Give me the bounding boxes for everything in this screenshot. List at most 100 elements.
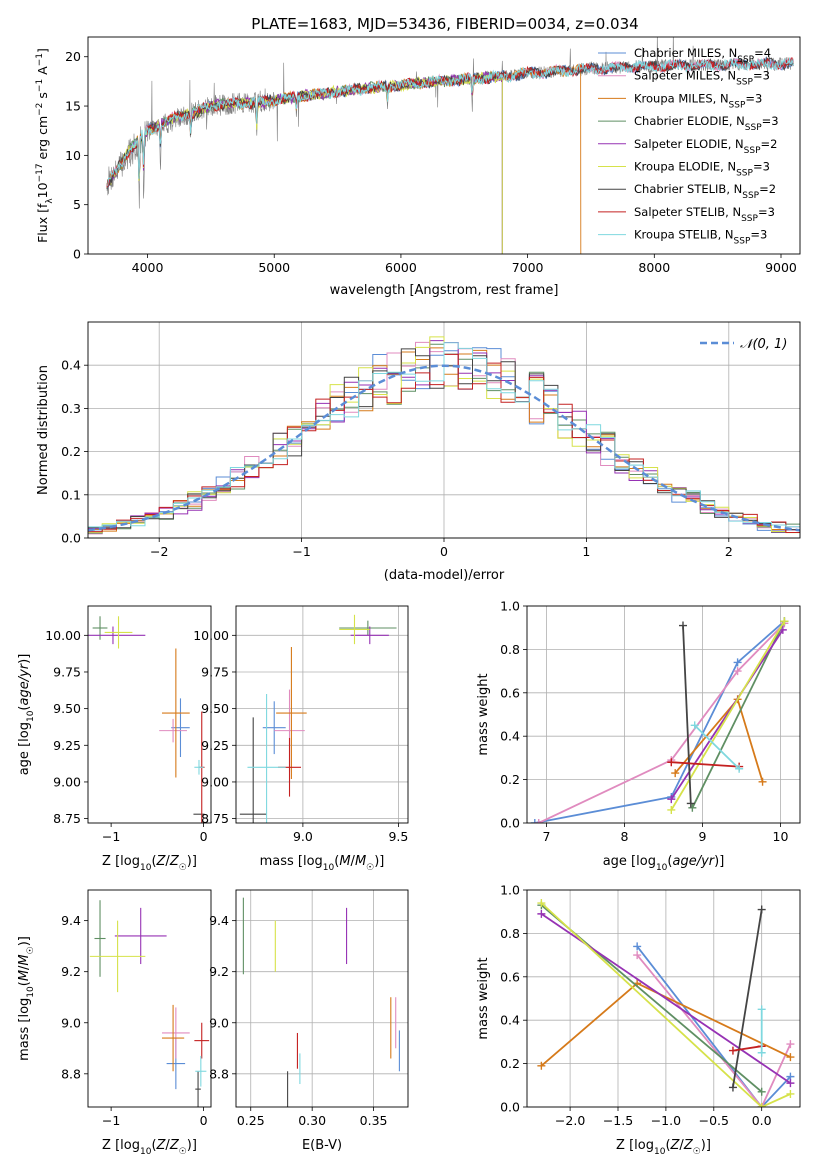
x-tick-label: 7000 [512,260,544,275]
y-tick-label: 0.1 [61,487,81,502]
weight-vs-Z-plot-area [537,899,795,1107]
weight-marker [671,769,680,778]
weight-marker [667,758,676,767]
weight-line [636,954,792,1107]
weight-line [538,622,786,823]
y-tick-label: 8.75 [53,811,81,826]
y-tick-label: 9.75 [201,664,229,679]
x-tick-label: 0.0 [752,1113,772,1128]
weight-marker [733,667,742,676]
weight-vs-Z-axes: −2.0 −1.5 −1.0 −0.5 0.0 0.0 0.2 0.4 0.6 0.8 1.0 Z [… [476,883,801,1157]
weight-marker [686,799,695,808]
y-tick-label: 0.2 [500,1056,520,1071]
weight-line [671,761,740,768]
y-tick-label: 9.75 [53,664,81,679]
weight-marker [786,1040,795,1049]
weight-marker [633,942,642,951]
mass-vs-Z-axes: −1 0 8.8 9.0 9.2 9.4 Z [log10(Z/Z☉)] mass [log1… [17,889,212,1157]
y-tick-label: 5 [73,197,81,212]
legend-label: Salpeter MILES, NSSP=3 [634,69,770,88]
x-tick-label: 1 [582,544,590,559]
weight-marker [728,1083,737,1092]
x-axis-label: age [log10(age/yr)] [603,854,725,873]
errorbar-point [161,1007,190,1059]
y-axis-label: mass weight [476,673,491,755]
y-tick-label: 9.00 [53,774,81,789]
y-tick-label: 1.0 [500,883,520,898]
errorbar-point [89,920,146,993]
errorbar-point [159,718,187,743]
residuals-axes: −2 −1 0 1 2 0.0 0.1 0.2 0.3 0.4 𝒩(0, 1) (data-model… [36,321,801,583]
y-tick-label: 0.2 [61,444,81,459]
weight-line [732,909,763,1088]
age-vs-Z-axes: −1 0 8.75 9.00 9.25 9.50 9.75 10.00 Z [log10(Z/Z… [17,605,212,873]
weight-marker [534,819,543,823]
age-vs-mass-frame [235,605,409,824]
x-tick-label: 9.0 [293,829,313,844]
spectrum-axes: 4000 5000 6000 7000 8000 9000 0 5 10 15 20 Chabrier… [35,36,801,298]
errorbar-point [92,616,108,640]
errorbar-point [171,698,190,758]
y-tick-label: 9.0 [209,1015,229,1030]
y-axis-label: mass [log10(M/M☉)] [17,936,36,1061]
weight-marker [786,1079,795,1088]
x-tick-label: 9 [699,829,707,844]
weight-marker [688,803,697,812]
y-tick-label: 1.0 [500,599,520,614]
y-tick-label: 9.50 [53,701,81,716]
y-tick-label: 10.00 [45,628,81,643]
y-axis-label: age [log10(age/yr)] [17,654,36,776]
y-tick-label: 8.75 [201,811,229,826]
mass-vs-EBV-axes: 0.25 0.30 0.35 8.8 9.0 9.2 9.4 E(B-V) [209,889,409,1153]
model-spectrum-line [106,70,503,254]
y-tick-label: 9.2 [209,964,229,979]
weight-marker [633,951,642,960]
x-tick-label: −1 [292,544,310,559]
x-tick-label: 8000 [638,260,670,275]
weight-marker [537,1061,546,1070]
y-tick-label: 9.2 [61,964,81,979]
legend-label: Salpeter ELODIE, NSSP=2 [634,137,777,156]
weight-marker [733,658,742,667]
errorbar-point [161,648,190,778]
y-tick-label: 9.50 [201,701,229,716]
mass-vs-EBV-plot-area [242,897,400,1107]
y-tick-label: 9.4 [209,913,229,928]
x-tick-label: 4000 [132,260,164,275]
weight-marker [667,795,676,804]
weight-marker [690,721,699,730]
x-tick-label: 0.25 [237,1113,265,1128]
x-tick-label: 2 [725,544,733,559]
errorbar-point [161,1004,185,1072]
spectrum-plot-area [106,37,794,254]
errorbar-point [94,900,106,977]
x-tick-label: 6000 [385,260,417,275]
y-tick-label: 15 [65,99,81,114]
age-vs-mass-axes: 9.0 9.5 8.75 9.00 9.25 9.50 9.75 10.00 mass [log… [193,605,409,873]
legend-label: Salpeter STELIB, NSSP=3 [634,205,775,224]
weight-line [540,902,791,1107]
y-tick-label: 0.3 [61,401,81,416]
errorbar-point [88,626,146,645]
x-tick-label: −1 [102,1113,120,1128]
weight-vs-age-frame [526,605,801,824]
legend-label: 𝒩(0, 1) [740,337,787,352]
x-tick-label: 0 [200,829,208,844]
errorbar-point [104,616,133,649]
errorbar-point [239,717,267,823]
model-spectrum-line [106,57,794,186]
x-axis-label: Z [log10(Z/Z☉)] [102,854,197,873]
errorbar-point [114,907,167,965]
y-tick-label: 20 [65,49,81,64]
y-tick-label: 9.00 [201,774,229,789]
x-axis-label: E(B-V) [302,1138,342,1153]
y-tick-label: 0.4 [61,358,81,373]
x-tick-label: −1.5 [603,1113,633,1128]
residuals-frame [87,321,801,539]
y-tick-label: 0.0 [500,816,520,831]
age-vs-Z-plot-area [88,616,205,823]
x-tick-label: 8 [621,829,629,844]
x-tick-label: 0.35 [360,1113,388,1128]
errorbar-point [339,620,397,636]
